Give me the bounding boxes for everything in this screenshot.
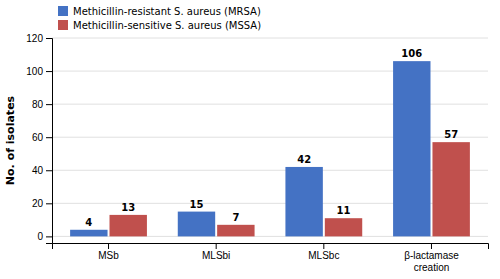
bar xyxy=(285,167,322,236)
data-label: 7 xyxy=(232,212,239,223)
y-tick: 100 xyxy=(26,66,52,77)
bar xyxy=(70,230,107,237)
y-axis-title: No. of isolates xyxy=(4,95,17,185)
legend: Methicillin-resistant S. aureus (MRSA) Me… xyxy=(58,6,261,31)
bar xyxy=(217,225,254,237)
y-tick: 60 xyxy=(32,132,52,143)
y-axis-line xyxy=(46,39,53,244)
legend-label: Methicillin-resistant S. aureus (MRSA) xyxy=(73,6,261,17)
y-tick-label: 20 xyxy=(32,198,44,209)
y-tick: 80 xyxy=(32,99,52,110)
y-tick-label: 120 xyxy=(26,33,43,44)
chart: 4 15 42 106 13 7 11 57 0 20 40 60 80 100 120 MSb MLSbi ML… xyxy=(0,0,500,279)
y-tick-label: 0 xyxy=(37,231,43,242)
y-tick-label: 80 xyxy=(32,99,44,110)
x-axis-line xyxy=(53,244,489,250)
x-tick: MLSbc xyxy=(308,243,339,261)
bar xyxy=(393,61,430,236)
y-axis: 0 20 40 60 80 100 120 xyxy=(26,33,52,244)
x-tick-mark xyxy=(108,243,109,249)
bars xyxy=(70,61,470,236)
y-tick-mark xyxy=(46,137,52,138)
legend-item: Methicillin-sensitive S. aureus (MSSA) xyxy=(58,20,261,31)
x-tick: MSb xyxy=(98,243,119,261)
legend-swatch xyxy=(58,6,68,16)
plot: 4 15 42 106 13 7 11 57 0 20 40 60 80 100 120 MSb MLSbi ML… xyxy=(26,33,488,273)
y-tick-mark xyxy=(46,236,52,237)
y-tick: 40 xyxy=(32,165,52,176)
y-tick-mark xyxy=(46,71,52,72)
y-tick-mark xyxy=(46,203,52,204)
x-tick-label: MSb xyxy=(98,250,119,261)
x-tick-label: MLSbc xyxy=(308,250,339,261)
data-label: 13 xyxy=(121,202,135,213)
x-tick-label: MLSbi xyxy=(202,250,230,261)
y-tick: 20 xyxy=(32,198,52,209)
x-tick: MLSbi xyxy=(202,243,230,261)
y-tick-mark xyxy=(46,38,52,39)
data-label: 15 xyxy=(190,199,204,210)
x-tick-mark xyxy=(323,243,324,249)
x-tick: β-lactamasecreation xyxy=(404,243,459,273)
grid xyxy=(52,38,488,236)
y-tick: 120 xyxy=(26,33,52,44)
x-tick-mark xyxy=(431,243,432,249)
y-tick-mark xyxy=(46,170,52,171)
bar-series xyxy=(70,61,430,236)
bar xyxy=(110,215,147,236)
data-label: 4 xyxy=(85,217,92,228)
data-label: 57 xyxy=(444,129,458,140)
bar-series xyxy=(110,142,470,236)
data-labels: 4 15 42 106 13 7 11 57 xyxy=(85,48,458,228)
bar xyxy=(432,142,469,236)
data-label: 106 xyxy=(401,48,422,59)
y-tick-label: 60 xyxy=(32,132,44,143)
bar xyxy=(325,218,362,236)
y-tick: 0 xyxy=(37,231,52,242)
legend-swatch xyxy=(58,20,68,30)
x-axis: MSb MLSbi MLSbc β-lactamasecreation xyxy=(53,243,489,273)
legend-item: Methicillin-resistant S. aureus (MRSA) xyxy=(58,6,261,17)
legend-label: Methicillin-sensitive S. aureus (MSSA) xyxy=(73,20,261,31)
data-label: 42 xyxy=(297,154,311,165)
bar xyxy=(178,212,215,237)
x-tick-mark xyxy=(216,243,217,249)
y-tick-label: 40 xyxy=(32,165,44,176)
grid-line xyxy=(52,38,488,39)
y-tick-mark xyxy=(46,104,52,105)
data-label: 11 xyxy=(337,205,351,216)
y-tick-label: 100 xyxy=(26,66,43,77)
x-tick-label: β-lactamasecreation xyxy=(404,250,459,273)
